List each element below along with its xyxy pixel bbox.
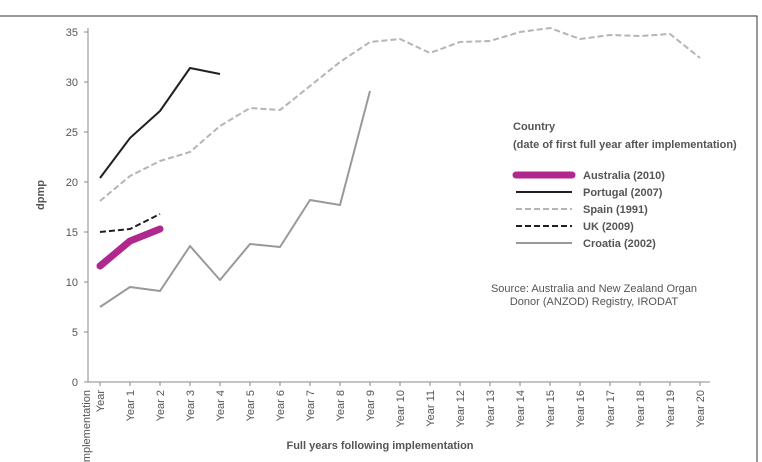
x-tick-label: Year 8 [335, 390, 347, 421]
y-tick-label: 20 [66, 177, 78, 189]
x-tick-label: Year 17 [605, 390, 617, 428]
y-axis-label: dpmp [35, 180, 47, 210]
frame [0, 15, 758, 462]
x-tick-label: Year 15 [545, 390, 557, 428]
x-tick-label: Year 16 [575, 390, 587, 428]
x-tick-label: Year 3 [185, 390, 197, 421]
x-tick-label: Year 4 [215, 390, 227, 421]
y-tick-label: 30 [66, 77, 78, 89]
x-tick-label: Year 14 [515, 390, 527, 428]
x-tick-label: Year 12 [455, 390, 467, 428]
x-tick-label: Year 18 [635, 390, 647, 428]
legend-label: UK (2009) [583, 221, 634, 233]
x-tick-label: Year 13 [485, 390, 497, 428]
x-tick-label: Year 7 [305, 390, 317, 421]
y-tick-label: 15 [66, 227, 78, 239]
y-tick-label: 25 [66, 127, 78, 139]
x-tick-label: Year 1 [125, 390, 137, 421]
x-tick-label: Year 20 [695, 390, 707, 428]
x-tick-label: Year 5 [245, 390, 257, 421]
x-tick-label: Year 11 [425, 390, 437, 427]
series-line [99, 90, 371, 308]
x-tick-label: Year 19 [665, 390, 677, 428]
legend-subtitle: (date of first full year after implement… [513, 139, 737, 151]
y-tick-label: 10 [66, 277, 78, 289]
legend-title: Country [513, 121, 556, 133]
y-tick-label: 35 [66, 27, 78, 39]
legend-label: Australia (2010) [583, 170, 665, 182]
series-line [99, 27, 701, 202]
series-line [99, 67, 221, 179]
x-tick-label: Implementation Year [81, 390, 107, 462]
y-tick-label: 5 [72, 327, 78, 339]
x-axis-label: Full years following implementation [286, 440, 473, 452]
y-tick-label: 0 [72, 377, 78, 389]
legend-label: Portugal (2007) [583, 187, 663, 199]
legend-label: Croatia (2002) [583, 238, 656, 250]
series-line [96, 225, 164, 270]
x-tick-label: Year 2 [155, 390, 167, 421]
x-tick-label: Year 9 [365, 390, 377, 421]
x-tick-label: Year 6 [275, 390, 287, 421]
x-tick-label: Year 10 [395, 390, 407, 428]
series-line [99, 213, 161, 233]
source-note: Source: Australia and New Zealand Organ [491, 283, 697, 295]
source-note: Donor (ANZOD) Registry, IRODAT [510, 296, 679, 308]
legend-label: Spain (1991) [583, 204, 648, 216]
